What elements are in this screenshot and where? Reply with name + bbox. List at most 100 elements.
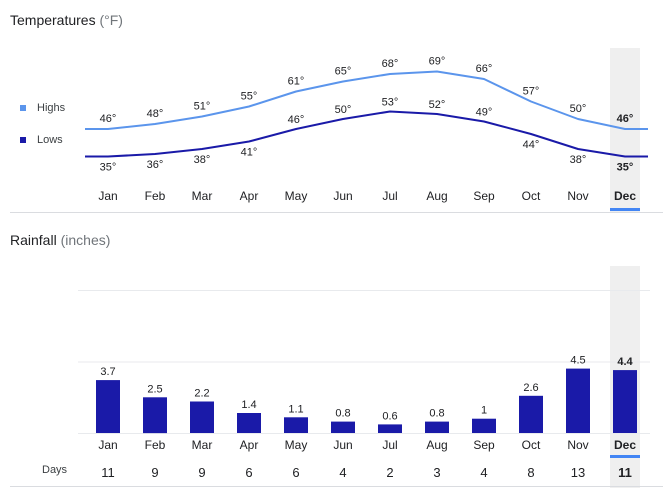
lows-data-label: 38°: [570, 154, 587, 166]
temperature-month-label: Aug: [426, 189, 447, 203]
rainfall-bar: [613, 370, 637, 433]
rainfall-data-label: 1: [481, 405, 487, 417]
rain-days-value: 13: [571, 465, 585, 480]
legend-lows-swatch: [20, 137, 26, 143]
lows-data-label: 35°: [100, 162, 117, 174]
temperatures-title: Temperatures (°F): [10, 12, 123, 28]
temperature-month-label: Feb: [145, 189, 166, 203]
temperature-month-label: Jan: [98, 189, 117, 203]
rainfall-data-label: 0.6: [382, 410, 397, 422]
rainfall-data-label: 0.8: [335, 408, 350, 420]
rainfall-data-label: 1.1: [288, 403, 303, 415]
rainfall-bar: [425, 421, 449, 433]
temperature-month-label: May: [285, 189, 308, 203]
rainfall-month-label: Oct: [522, 438, 541, 452]
rain-days-value: 9: [151, 465, 158, 480]
highs-data-label: 48°: [147, 108, 164, 120]
days-row-label: Days: [42, 464, 68, 476]
highs-data-label: 65°: [335, 66, 352, 78]
lows-data-label: 52°: [429, 99, 446, 111]
rainfall-data-label: 2.6: [523, 382, 538, 394]
lows-data-label: 50°: [335, 104, 352, 116]
selected-month-underline-temperatures: [610, 208, 640, 211]
rainfall-bar: [284, 417, 308, 433]
rainfall-data-label: 2.2: [194, 388, 209, 400]
lows-data-label: 36°: [147, 159, 164, 171]
rain-days-value: 8: [527, 465, 534, 480]
rainfall-month-label: Jun: [333, 438, 352, 452]
rainfall-bar: [378, 424, 402, 433]
rainfall-month-label: Jul: [382, 438, 397, 452]
rain-days-value: 6: [245, 465, 252, 480]
rainfall-bar: [519, 395, 543, 433]
rain-days-value: 4: [480, 465, 487, 480]
rain-days-value: 2: [386, 465, 393, 480]
rain-days-value: 4: [339, 465, 346, 480]
legend-lows: Lows: [20, 134, 63, 146]
selected-month-underline-rainfall: [610, 455, 640, 458]
rain-days-value: 11: [101, 465, 115, 480]
temperature-month-label: Mar: [192, 189, 213, 203]
rainfall-data-label: 4.4: [617, 356, 633, 368]
rainfall-data-label: 3.7: [100, 366, 115, 378]
lows-data-label: 46°: [288, 114, 305, 126]
rainfall-month-label: May: [285, 438, 308, 452]
temperatures-title-text: Temperatures: [10, 12, 96, 28]
temperature-month-label: Jun: [333, 189, 352, 203]
lows-data-label: 44°: [523, 139, 540, 151]
rainfall-month-label: Sep: [473, 438, 495, 452]
temperature-month-label: Apr: [240, 189, 259, 203]
legend-lows-label: Lows: [37, 134, 63, 146]
rainfall-bar: [96, 380, 120, 433]
rain-days-value: 9: [198, 465, 205, 480]
highs-data-label: 69°: [429, 56, 446, 68]
rainfall-data-label: 0.8: [429, 408, 444, 420]
lows-data-label: 35°: [617, 162, 634, 174]
highs-data-label: 66°: [476, 63, 493, 75]
temperature-month-label: Nov: [567, 189, 588, 203]
rainfall-month-label: Aug: [426, 438, 447, 452]
highs-series-line: [85, 70, 648, 130]
lows-data-label: 41°: [241, 147, 258, 159]
rainfall-title-text: Rainfall: [10, 232, 57, 248]
legend-highs-swatch: [20, 105, 26, 111]
lows-data-label: 53°: [382, 97, 399, 109]
rain-days-value: 11: [618, 465, 632, 480]
temperature-month-label: Jul: [382, 189, 397, 203]
temperature-month-label: Oct: [522, 189, 541, 203]
rainfall-data-label: 2.5: [147, 383, 162, 395]
temperature-month-label: Dec: [614, 189, 636, 203]
rain-days-value: 3: [433, 465, 440, 480]
temperature-month-label: Sep: [473, 189, 495, 203]
rainfall-bar: [331, 421, 355, 433]
highs-data-label: 46°: [100, 113, 117, 125]
rain-days-value: 6: [292, 465, 299, 480]
rainfall-bar: [237, 413, 261, 433]
legend-highs: Highs: [20, 102, 65, 114]
lows-data-label: 49°: [476, 107, 493, 119]
rainfall-title: Rainfall (inches): [10, 232, 110, 248]
legend-highs-label: Highs: [37, 102, 66, 114]
highs-data-label: 55°: [241, 91, 258, 103]
highs-data-label: 51°: [194, 101, 211, 113]
lows-series-line: [85, 110, 648, 158]
rainfall-month-label: Dec: [614, 438, 636, 452]
rainfall-month-label: Nov: [567, 438, 588, 452]
rainfall-bar: [472, 418, 496, 433]
rainfall-data-label: 1.4: [241, 399, 256, 411]
rainfall-month-label: Mar: [192, 438, 213, 452]
highs-data-label: 61°: [288, 76, 305, 88]
rainfall-month-label: Feb: [145, 438, 166, 452]
lows-data-label: 38°: [194, 154, 211, 166]
rainfall-month-label: Apr: [240, 438, 259, 452]
rainfall-unit: (inches): [60, 232, 111, 248]
rainfall-month-label: Jan: [98, 438, 117, 452]
highs-data-label: 46°: [617, 113, 634, 125]
rainfall-bar: [143, 397, 167, 434]
rainfall-bar: [566, 368, 590, 433]
highs-data-label: 50°: [570, 103, 587, 115]
rainfall-data-label: 4.5: [570, 355, 585, 367]
temperatures-unit: (°F): [99, 12, 123, 28]
highs-data-label: 68°: [382, 58, 399, 70]
